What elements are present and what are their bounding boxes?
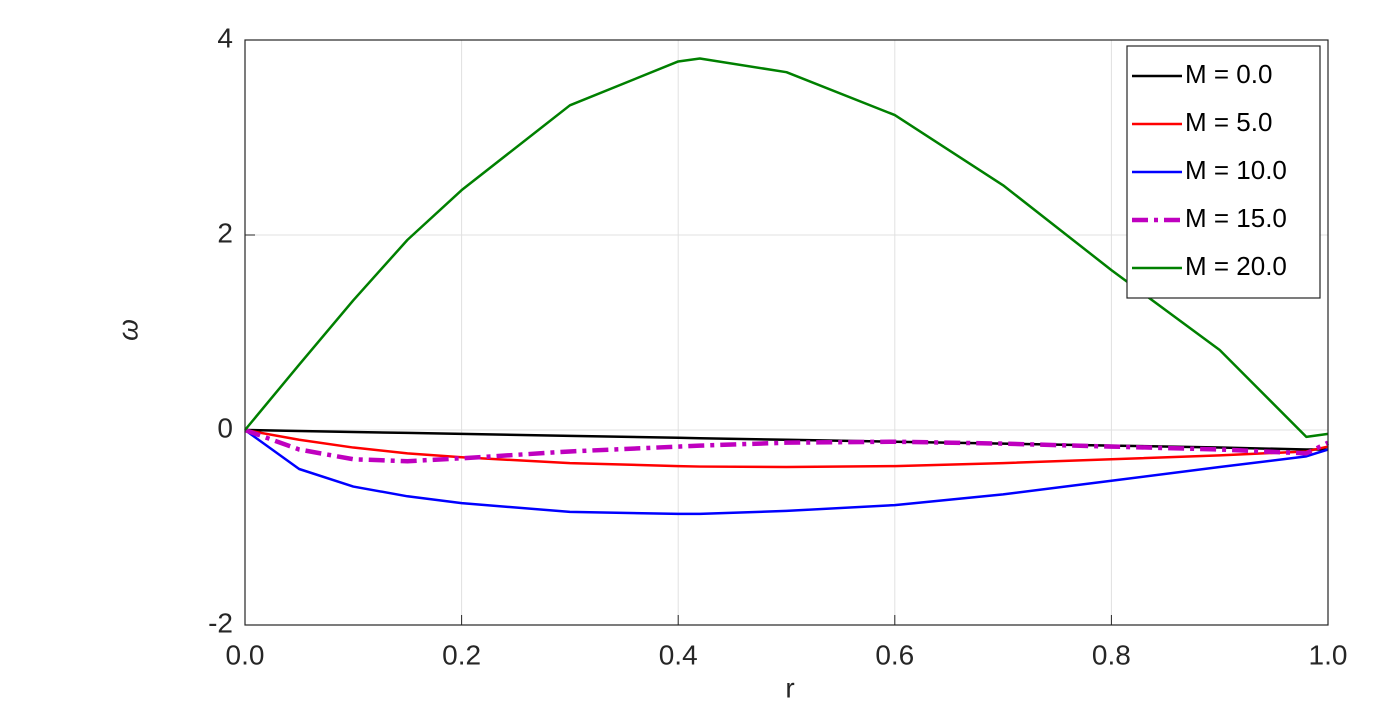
legend-label: M = 20.0 xyxy=(1185,251,1287,281)
y-tick-label: 4 xyxy=(217,22,233,53)
series-line xyxy=(244,428,1329,516)
x-axis-label: r xyxy=(785,672,794,703)
legend-label: M = 15.0 xyxy=(1185,203,1287,233)
x-tick-label: 0.4 xyxy=(659,639,698,670)
y-tick-label: 0 xyxy=(217,412,233,443)
x-tick-label: 0.8 xyxy=(1092,639,1131,670)
series-line xyxy=(244,57,1329,439)
series-line xyxy=(244,428,1329,469)
axes-box xyxy=(244,39,1329,626)
y-tick-label: -2 xyxy=(208,607,233,638)
legend-label: M = 5.0 xyxy=(1185,107,1272,137)
x-tick-label: 0.0 xyxy=(226,639,265,670)
legend: M = 0.0 M = 5.0 M = 10.0 M = 15.0 M = 20.0 xyxy=(1126,45,1321,299)
x-tick-label: 0.6 xyxy=(875,639,914,670)
y-axis-label: ω xyxy=(112,319,143,341)
x-tick-label: 0.2 xyxy=(442,639,481,670)
legend-label: M = 10.0 xyxy=(1185,155,1287,185)
series-line xyxy=(244,427,1329,464)
y-tick-label: 2 xyxy=(217,217,233,248)
legend-label: M = 0.0 xyxy=(1185,59,1272,89)
x-tick-label: 1.0 xyxy=(1309,639,1348,670)
